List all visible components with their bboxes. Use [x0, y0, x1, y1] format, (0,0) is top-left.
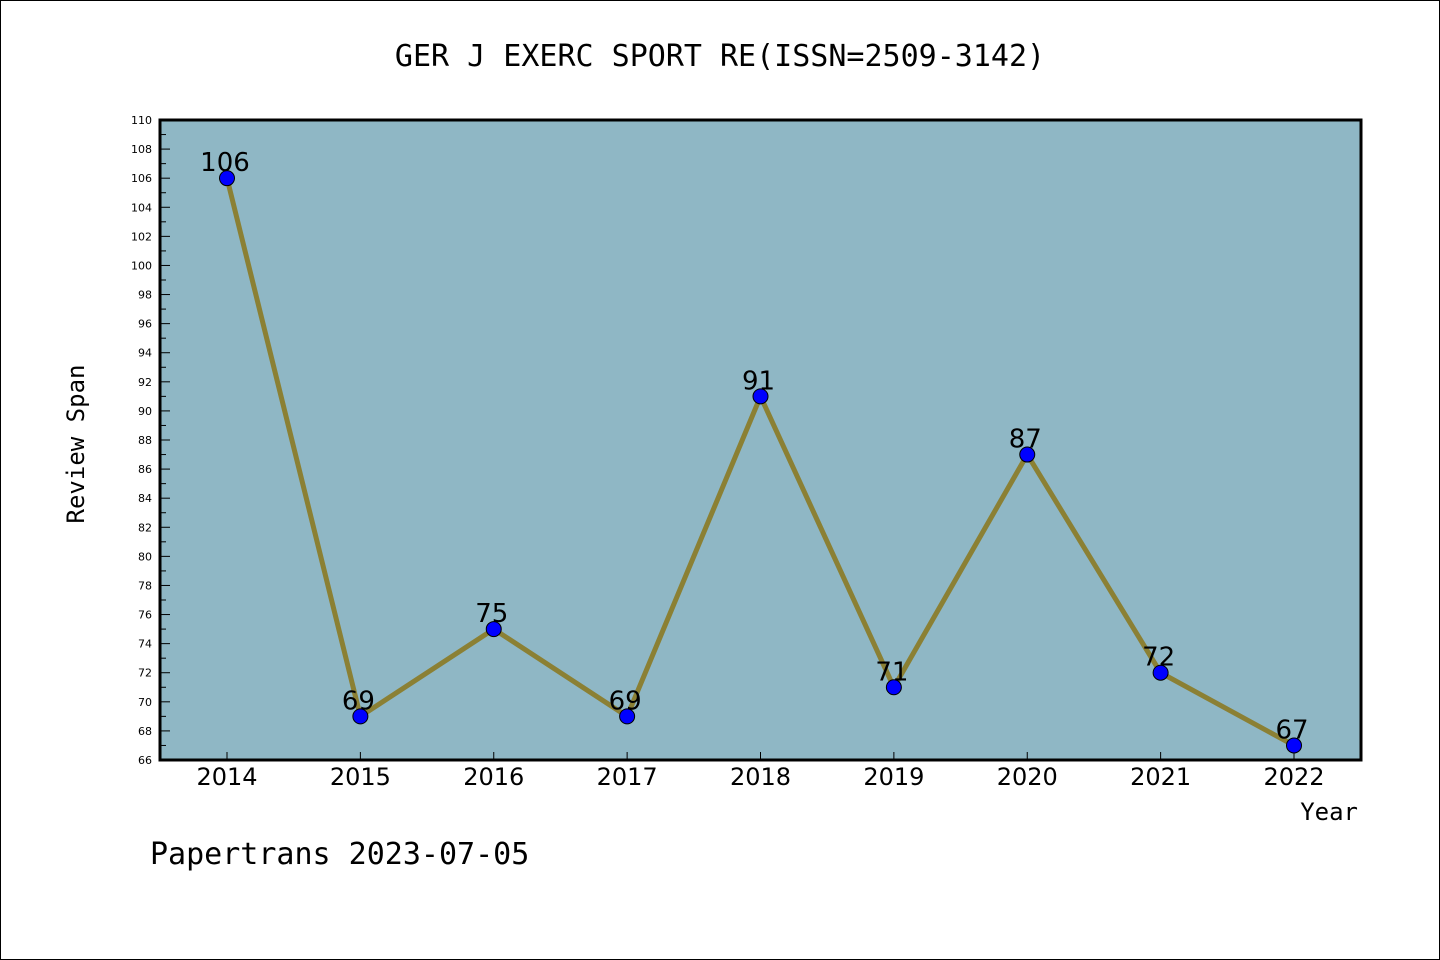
- y-tick-label: 106: [131, 172, 152, 185]
- y-tick-label: 68: [138, 725, 152, 738]
- data-label: 72: [1142, 643, 1175, 673]
- y-tick-label: 86: [138, 463, 152, 476]
- y-tick-label: 76: [138, 609, 152, 622]
- plot-area: [160, 120, 1361, 760]
- y-tick-label: 74: [138, 638, 152, 651]
- y-tick-label: 88: [138, 434, 152, 447]
- footer-text: Papertrans 2023-07-05: [150, 837, 529, 872]
- data-point: [1019, 446, 1036, 463]
- y-tick-label: 82: [138, 521, 152, 534]
- x-tick-label: 2017: [597, 763, 658, 791]
- data-label: 106: [200, 148, 250, 178]
- y-axis-label: Review Span: [62, 365, 90, 524]
- x-tick-label: 2018: [730, 763, 791, 791]
- data-point: [1286, 737, 1302, 754]
- x-tick-label: 2020: [997, 763, 1058, 791]
- chart-title: GER J EXERC SPORT RE(ISSN=2509-3142): [395, 39, 1045, 74]
- y-tick-label: 78: [138, 579, 152, 592]
- y-tick-label: 110: [131, 114, 152, 127]
- y-tick-label: 94: [138, 347, 152, 360]
- x-tick-label: 2019: [863, 763, 924, 791]
- data-label: 91: [742, 366, 775, 396]
- x-tick-label: 2022: [1263, 763, 1324, 791]
- x-tick-label: 2015: [330, 763, 391, 791]
- plot-border: [158, 118, 1363, 762]
- y-tick-label: 108: [131, 143, 152, 156]
- data-point: [885, 679, 902, 696]
- data-label: 69: [342, 686, 375, 716]
- data-point: [1152, 664, 1169, 681]
- data-point: [485, 621, 502, 638]
- x-tick-label: 2014: [196, 763, 257, 791]
- x-axis-label: Year: [1300, 798, 1358, 826]
- y-tick-label: 96: [138, 318, 152, 331]
- y-tick-label: 72: [138, 667, 152, 680]
- data-point: [219, 170, 235, 187]
- y-tick-label: 92: [138, 376, 152, 389]
- x-axis: 2014 2015 2016 2017 2018 2019 2020 2021 2022: [196, 752, 1325, 791]
- x-tick-label: 2021: [1130, 763, 1191, 791]
- series-line-group: 106 69 75 69 91 71 87 72 67: [200, 148, 1309, 754]
- data-label: 75: [475, 599, 508, 629]
- data-point: [619, 708, 636, 725]
- data-label: 71: [875, 657, 908, 687]
- y-tick-label: 100: [131, 259, 152, 272]
- y-tick-label: 102: [131, 230, 152, 243]
- data-label: 67: [1275, 715, 1308, 745]
- data-label: 87: [1009, 425, 1042, 455]
- y-tick-label: 84: [138, 492, 152, 505]
- data-label: 69: [609, 686, 642, 716]
- x-tick-label: 2016: [463, 763, 524, 791]
- y-tick-label: 66: [138, 754, 152, 767]
- y-tick-label: 90: [138, 405, 152, 418]
- y-tick-label: 80: [138, 550, 152, 563]
- y-tick-label: 104: [131, 201, 152, 214]
- y-tick-label: 70: [138, 696, 152, 709]
- data-point: [352, 708, 369, 725]
- y-axis: 66 68 70 72 74 76 78 80 82 84 86 88 90 92 94 96 98 100 102…: [131, 114, 170, 767]
- y-tick-label: 98: [138, 289, 152, 302]
- data-point: [752, 388, 769, 405]
